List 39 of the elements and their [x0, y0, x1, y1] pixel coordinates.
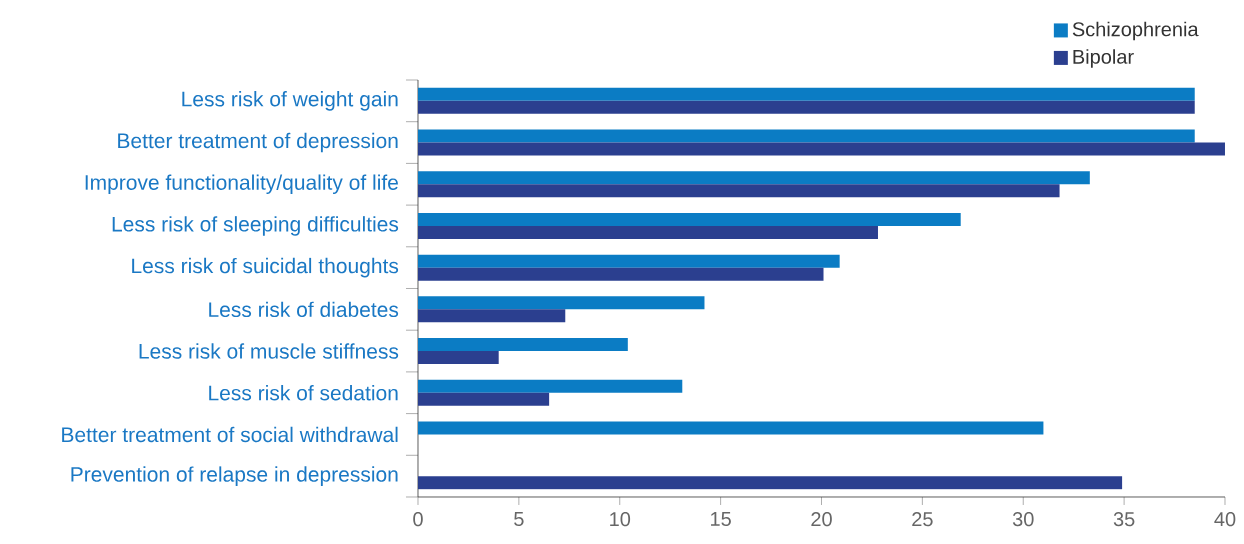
- x-tick-label: 5: [514, 512, 524, 526]
- legend-label: Bipolar: [1073, 49, 1134, 68]
- bar: [418, 254, 840, 268]
- x-tick-label: 30: [1012, 512, 1034, 527]
- x-tick-label: 35: [1113, 512, 1135, 527]
- y-tick-label: Improve functionality/quality of life: [85, 174, 398, 195]
- x-tick-label: 20: [811, 512, 832, 527]
- bar: [418, 309, 566, 323]
- x-tick-label: 15: [711, 512, 731, 526]
- y-tick-label: Prevention of relapse in depression: [71, 466, 398, 486]
- bar: [418, 338, 628, 352]
- bar: [418, 100, 1195, 114]
- bar: [418, 296, 705, 310]
- x-tick-label: 0: [413, 512, 423, 527]
- y-tick-label: Less risk of muscle stiffness: [139, 343, 399, 359]
- bar: [418, 87, 1195, 101]
- x-tick-label: 25: [912, 512, 933, 527]
- y-tick-label: Less risk of suicidal thoughts: [132, 257, 399, 278]
- bar: [418, 225, 878, 239]
- bar: [418, 212, 961, 226]
- bar: [418, 392, 550, 406]
- legend-label: Schizophrenia: [1072, 21, 1199, 41]
- y-tick-label: Less risk of sleeping difficulties: [112, 216, 399, 236]
- y-tick-label: Better treatment of social withdrawal: [62, 426, 398, 443]
- x-tick-label: 10: [610, 512, 631, 527]
- y-tick-label: Less risk of sedation: [209, 385, 398, 401]
- bar: [418, 129, 1195, 143]
- bar: [418, 267, 824, 281]
- bar: [418, 421, 1044, 435]
- bar: [418, 351, 499, 365]
- bar: [418, 184, 1060, 198]
- bar: [418, 379, 683, 393]
- bar: [418, 142, 1225, 156]
- y-tick-label: Less risk of diabetes: [209, 301, 399, 318]
- y-tick-label: Less risk of weight gain: [182, 91, 398, 111]
- bar: [418, 171, 1090, 185]
- x-tick-label: 40: [1214, 512, 1236, 527]
- y-tick-label: Better treatment of depression: [118, 132, 398, 153]
- bar: [418, 476, 1123, 490]
